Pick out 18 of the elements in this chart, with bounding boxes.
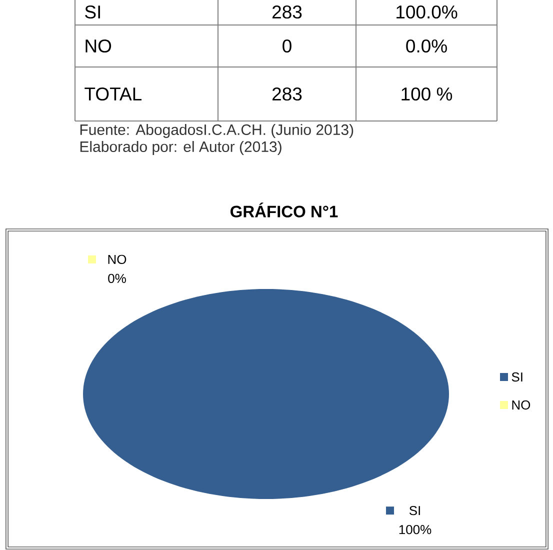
legend-label: SI <box>409 506 420 516</box>
chart-title: GRÁFICO N°1 <box>230 202 338 218</box>
text: 100.0% <box>396 5 458 19</box>
text: NO <box>86 39 112 53</box>
data-label: 100% <box>399 524 432 534</box>
category-label: SI <box>512 372 522 382</box>
legend-label: NO <box>108 254 126 264</box>
text: 0.0% <box>406 39 447 53</box>
category-label: NO <box>512 400 530 410</box>
text: 0 <box>282 39 292 53</box>
text: 100 % <box>402 87 452 101</box>
source-note: Fuente: AbogadosI.C.A.CH. (Junio 2013) <box>80 124 354 138</box>
text: 283 <box>272 5 302 19</box>
text: 283 <box>272 87 302 101</box>
text: 0% <box>108 274 126 284</box>
text: TOTAL <box>84 87 142 101</box>
text: Elaborado por: el Autor (2013) <box>80 141 282 155</box>
text: SI <box>85 5 100 19</box>
